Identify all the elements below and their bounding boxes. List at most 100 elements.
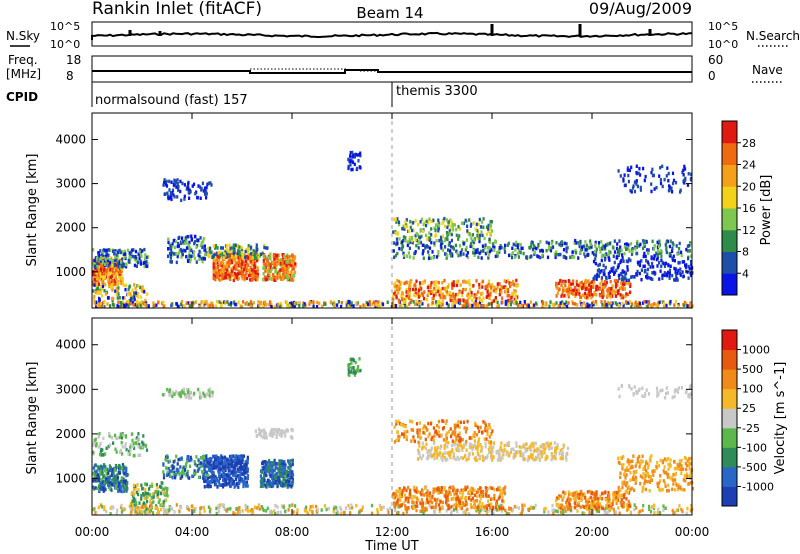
data-cell: [250, 251, 253, 256]
data-cell: [419, 509, 422, 513]
data-cell: [487, 256, 490, 260]
data-cell: [498, 246, 501, 250]
data-cell: [575, 292, 578, 296]
data-cell: [210, 479, 213, 483]
data-cell: [207, 181, 210, 186]
data-cell: [502, 285, 505, 289]
data-cell: [134, 510, 137, 514]
data-cell: [269, 474, 272, 478]
data-cell: [425, 219, 428, 224]
data-cell: [180, 471, 183, 475]
data-cell: [184, 395, 187, 399]
data-cell: [478, 239, 481, 244]
data-cell: [620, 295, 623, 300]
data-cell: [134, 249, 138, 254]
data-cell: [290, 253, 293, 258]
data-cell: [229, 469, 232, 473]
data-cell: [202, 239, 205, 244]
data-cell: [494, 290, 498, 294]
data-cell: [127, 260, 131, 264]
data-cell: [427, 289, 430, 294]
data-cell: [498, 292, 501, 297]
data-cell: [264, 275, 267, 280]
data-cell: [629, 258, 632, 263]
data-cell: [432, 296, 435, 301]
data-cell: [197, 475, 201, 480]
data-cell: [638, 301, 642, 306]
data-cell: [276, 484, 279, 489]
data-cell: [668, 254, 671, 258]
data-cell: [280, 304, 283, 308]
data-cell: [219, 263, 222, 268]
data-cell: [173, 178, 176, 182]
data-cell: [171, 245, 174, 249]
data-cell: [263, 475, 266, 479]
data-cell: [607, 252, 611, 256]
data-cell: [157, 490, 160, 494]
data-cell: [222, 256, 225, 260]
data-cell: [435, 300, 438, 304]
data-cell: [242, 468, 246, 472]
data-cell: [539, 240, 542, 244]
data-cell: [241, 254, 244, 259]
data-cell: [170, 180, 173, 184]
data-cell: [622, 277, 625, 282]
data-cell: [250, 268, 254, 272]
data-cell: [93, 507, 96, 511]
data-cell: [586, 302, 589, 306]
data-cell: [627, 281, 630, 286]
data-cell: [463, 279, 466, 283]
data-cell: [114, 249, 117, 253]
data-cell: [458, 290, 461, 295]
data-cell: [262, 272, 265, 276]
data-cell: [274, 276, 277, 281]
data-cell: [240, 304, 243, 309]
data-cell: [128, 452, 131, 457]
data-cell: [107, 279, 110, 283]
data-cell: [216, 265, 219, 270]
data-cell: [465, 245, 468, 250]
data-cell: [490, 288, 493, 292]
data-cell: [216, 254, 220, 258]
data-cell: [393, 255, 396, 259]
data-cell: [601, 287, 604, 291]
station-title: Rankin Inlet (fitACF): [92, 0, 262, 19]
data-cell: [482, 505, 485, 510]
data-cell: [608, 275, 611, 279]
data-cell: [679, 273, 682, 277]
data-cell: [669, 301, 672, 306]
data-cell: [549, 248, 553, 253]
data-cell: [290, 258, 293, 263]
data-cell: [146, 262, 149, 266]
data-cell: [495, 251, 499, 255]
data-cell: [559, 243, 562, 248]
data-cell: [186, 474, 189, 478]
data-cell: [482, 304, 485, 308]
data-cell: [621, 270, 624, 274]
data-cell: [602, 263, 605, 268]
data-cell: [445, 218, 449, 222]
data-cell: [269, 252, 272, 256]
data-cell: [202, 303, 205, 307]
data-cell: [143, 493, 146, 498]
data-cell: [104, 272, 107, 276]
data-cell: [162, 393, 165, 397]
data-cell: [597, 263, 600, 268]
data-cell: [93, 283, 96, 287]
data-cell: [200, 461, 203, 465]
data-cell: [291, 479, 294, 484]
data-cell: [286, 300, 289, 305]
data-cell: [204, 248, 207, 252]
data-cell: [249, 305, 252, 309]
data-cell: [473, 293, 476, 297]
data-cell: [357, 159, 360, 163]
data-cell: [464, 287, 467, 292]
data-cell: [401, 290, 404, 295]
data-cell: [257, 503, 261, 507]
data-cell: [125, 264, 128, 269]
data-cell: [512, 242, 515, 247]
data-cell: [149, 508, 153, 513]
data-cell: [614, 301, 617, 305]
data-cell: [249, 270, 252, 275]
data-cell: [288, 473, 291, 477]
